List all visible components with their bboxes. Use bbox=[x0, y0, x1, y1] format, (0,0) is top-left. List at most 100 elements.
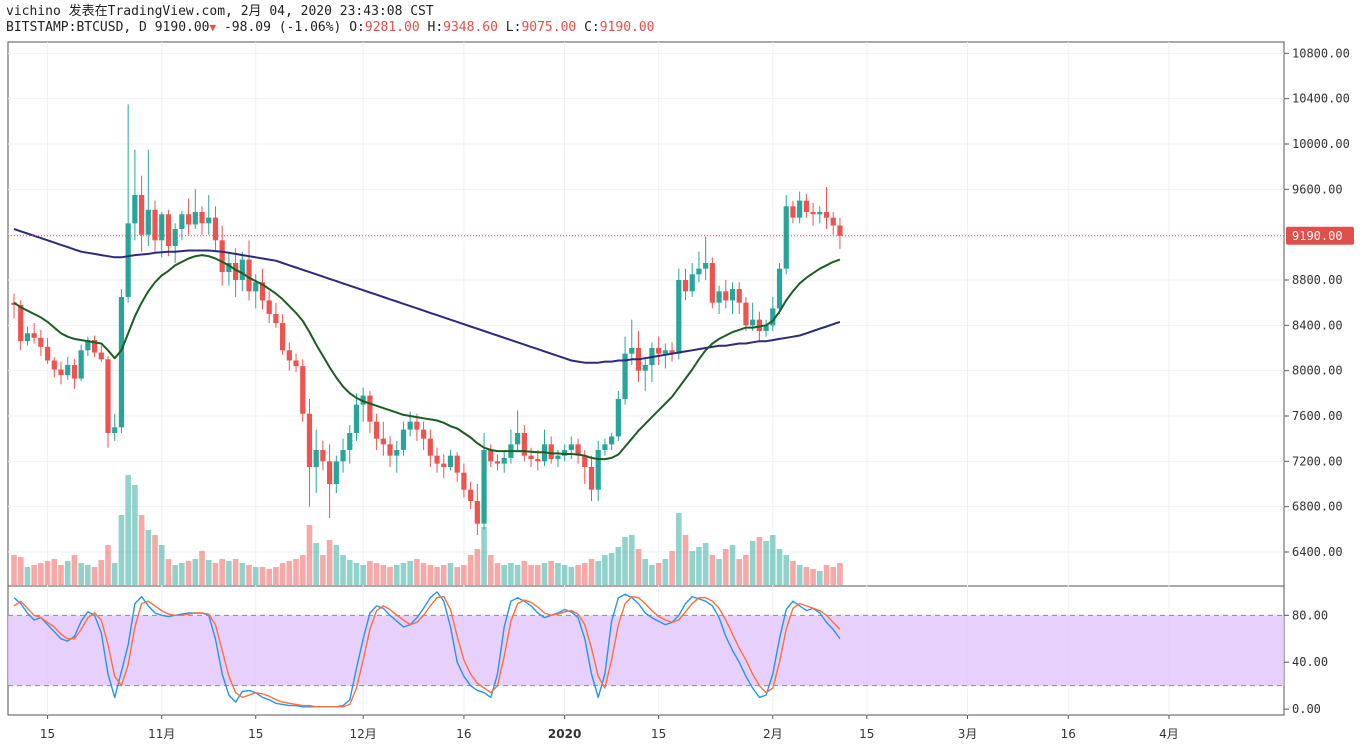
volume-bar bbox=[333, 545, 340, 585]
volume-bar bbox=[145, 530, 152, 585]
price-axis[interactable]: 10800.00 10400.00 10000.00 9600.00 8800.00 84… bbox=[1284, 46, 1354, 716]
volume-bar bbox=[696, 547, 702, 585]
volume-bar bbox=[326, 540, 333, 585]
candle-body bbox=[118, 297, 125, 428]
volume-bar bbox=[320, 555, 326, 585]
candle-body bbox=[232, 263, 239, 280]
candle-body bbox=[253, 282, 259, 292]
volume-bar bbox=[51, 559, 58, 585]
high-label: H: bbox=[427, 20, 444, 35]
candle-body bbox=[347, 433, 353, 450]
author-name[interactable]: vichino bbox=[6, 4, 61, 19]
volume-bar bbox=[642, 559, 649, 585]
volume-bar bbox=[85, 565, 91, 585]
candle-body bbox=[434, 455, 440, 464]
volume-bar bbox=[810, 569, 816, 585]
candle-body bbox=[481, 450, 487, 524]
symbol-label[interactable]: BITSTAMP:BTCUSD, D bbox=[6, 20, 147, 35]
volume-bar bbox=[340, 555, 346, 585]
volume-bar bbox=[776, 549, 783, 585]
candle-body bbox=[662, 350, 668, 354]
candlesticks bbox=[11, 104, 843, 535]
candle-body bbox=[320, 450, 326, 462]
price-change-pct: (-1.06%) bbox=[278, 20, 342, 35]
volume-bar bbox=[608, 553, 615, 585]
candle-body bbox=[78, 350, 84, 379]
candle-body bbox=[454, 455, 460, 473]
candle-body bbox=[300, 366, 306, 414]
last-price-tag-label: 9190.00 bbox=[1292, 229, 1343, 243]
candle-body bbox=[414, 421, 420, 430]
volume-bar bbox=[702, 543, 709, 585]
volume-bar bbox=[353, 563, 360, 585]
volume-bar bbox=[266, 569, 272, 585]
candle-body bbox=[582, 455, 588, 467]
time-axis[interactable]: 15 11月 15 12月 16 2020 15 2月 15 3月 16 4月 bbox=[40, 715, 1179, 741]
volume-bar bbox=[91, 567, 98, 585]
volume-bar bbox=[98, 560, 105, 585]
volume-bar bbox=[602, 555, 608, 585]
candle-body bbox=[172, 229, 178, 246]
stoch-y-tick-label: 0.00 bbox=[1292, 702, 1321, 716]
candle-body bbox=[313, 450, 319, 467]
volume-bar bbox=[259, 567, 266, 585]
volume-bar bbox=[528, 565, 534, 585]
candle-body bbox=[407, 421, 413, 430]
candle-body bbox=[333, 461, 339, 484]
volume-bar bbox=[306, 525, 313, 585]
candle-body bbox=[85, 340, 91, 351]
volume-bar bbox=[71, 555, 78, 585]
volume-bar bbox=[501, 565, 507, 585]
x-tick-label: 3月 bbox=[958, 727, 978, 741]
candle-body bbox=[105, 359, 111, 433]
volume-bar bbox=[212, 563, 219, 585]
candle-body bbox=[810, 212, 816, 215]
volume-bar bbox=[440, 565, 447, 585]
volume-bar bbox=[239, 563, 246, 585]
volume-bar bbox=[172, 565, 178, 585]
volume-bar bbox=[729, 545, 736, 585]
candle-body bbox=[179, 214, 185, 229]
volume-bar bbox=[78, 563, 84, 585]
volume-bar bbox=[521, 561, 528, 585]
candle-body bbox=[239, 259, 245, 280]
candle-body bbox=[602, 444, 608, 450]
volume-bar bbox=[427, 565, 434, 585]
candle-body bbox=[474, 501, 480, 524]
candle-body bbox=[783, 206, 789, 269]
candle-body bbox=[776, 268, 783, 309]
volume-bar bbox=[675, 513, 682, 585]
candle-body bbox=[609, 436, 615, 445]
candle-body bbox=[461, 472, 467, 490]
candle-body bbox=[468, 489, 474, 501]
volume-bar bbox=[219, 559, 225, 585]
y-tick-label: 9600.00 bbox=[1292, 182, 1343, 196]
close-label: C: bbox=[584, 20, 600, 35]
y-tick-label: 10000.00 bbox=[1292, 137, 1350, 151]
x-tick-label: 15 bbox=[248, 727, 263, 741]
x-tick-label: 2020 bbox=[548, 727, 581, 741]
volume-bar bbox=[548, 561, 554, 585]
candle-body bbox=[246, 259, 252, 292]
candle-body bbox=[112, 427, 118, 433]
volume-bar bbox=[373, 563, 380, 585]
candle-body bbox=[273, 314, 279, 324]
candle-body bbox=[387, 444, 393, 456]
open-label: O: bbox=[349, 20, 365, 35]
publish-info: vichino 发表在TradingView.com, 2月 04, 2020 … bbox=[6, 0, 434, 19]
volume-bar bbox=[111, 563, 118, 585]
volume-bar bbox=[273, 567, 279, 585]
volume-bar bbox=[837, 563, 843, 585]
volume-bar bbox=[830, 567, 837, 585]
volume-bar bbox=[165, 559, 172, 585]
ma-slow-line bbox=[13, 228, 841, 364]
candle-body bbox=[689, 274, 695, 292]
volume-bar bbox=[38, 563, 44, 585]
close-value: 9190.00 bbox=[599, 20, 655, 35]
candle-body bbox=[548, 444, 554, 460]
volume-bar bbox=[252, 567, 259, 585]
candle-body bbox=[152, 209, 158, 241]
y-tick-label: 6400.00 bbox=[1292, 545, 1343, 559]
candle-body bbox=[145, 209, 151, 235]
